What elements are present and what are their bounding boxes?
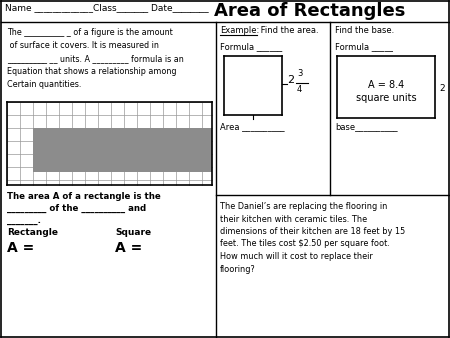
Text: Area of Rectangles: Area of Rectangles xyxy=(214,2,406,20)
Text: dimensions of their kitchen are 18 feet by 15: dimensions of their kitchen are 18 feet … xyxy=(220,227,405,236)
Text: The area A of a rectangle is the: The area A of a rectangle is the xyxy=(7,192,161,201)
Text: How much will it cost to replace their: How much will it cost to replace their xyxy=(220,252,373,261)
Bar xyxy=(33,128,212,172)
Text: Formula _____: Formula _____ xyxy=(335,42,393,51)
Text: base__________: base__________ xyxy=(335,122,398,131)
Text: of surface it covers. It is measured in: of surface it covers. It is measured in xyxy=(7,41,159,50)
Text: _______.: _______. xyxy=(7,216,41,225)
Text: Certain quantities.: Certain quantities. xyxy=(7,80,81,89)
Text: 2: 2 xyxy=(287,75,294,85)
Text: Rectangle: Rectangle xyxy=(7,228,58,237)
Text: Example:: Example: xyxy=(220,26,259,35)
Text: The Daniel’s are replacing the flooring in: The Daniel’s are replacing the flooring … xyxy=(220,202,387,211)
Text: _________ of the __________ and: _________ of the __________ and xyxy=(7,204,146,213)
Text: Find the area.: Find the area. xyxy=(258,26,319,35)
Text: Find the base.: Find the base. xyxy=(335,26,394,35)
Bar xyxy=(7,102,212,185)
Text: Equation that shows a relationship among: Equation that shows a relationship among xyxy=(7,67,176,76)
Text: 2: 2 xyxy=(439,84,445,93)
Text: square units: square units xyxy=(356,93,416,103)
Text: Formula ______: Formula ______ xyxy=(220,42,282,51)
Text: A =: A = xyxy=(115,241,142,255)
Text: __________ __ units. A _________ formula is an: __________ __ units. A _________ formula… xyxy=(7,54,184,63)
Text: 3: 3 xyxy=(297,70,302,78)
Text: A =: A = xyxy=(7,241,34,255)
Text: A = 8.4: A = 8.4 xyxy=(368,80,404,90)
Text: The __________ _ of a figure is the amount: The __________ _ of a figure is the amou… xyxy=(7,28,173,37)
Text: Square: Square xyxy=(115,228,151,237)
Text: feet. The tiles cost $2.50 per square foot.: feet. The tiles cost $2.50 per square fo… xyxy=(220,240,390,248)
Text: flooring?: flooring? xyxy=(220,265,256,273)
Text: Name _____________Class_______ Date________: Name _____________Class_______ Date_____… xyxy=(5,3,209,12)
Text: 4: 4 xyxy=(297,85,302,94)
Text: their kitchen with ceramic tiles. The: their kitchen with ceramic tiles. The xyxy=(220,215,367,223)
Text: Area __________: Area __________ xyxy=(220,122,284,131)
